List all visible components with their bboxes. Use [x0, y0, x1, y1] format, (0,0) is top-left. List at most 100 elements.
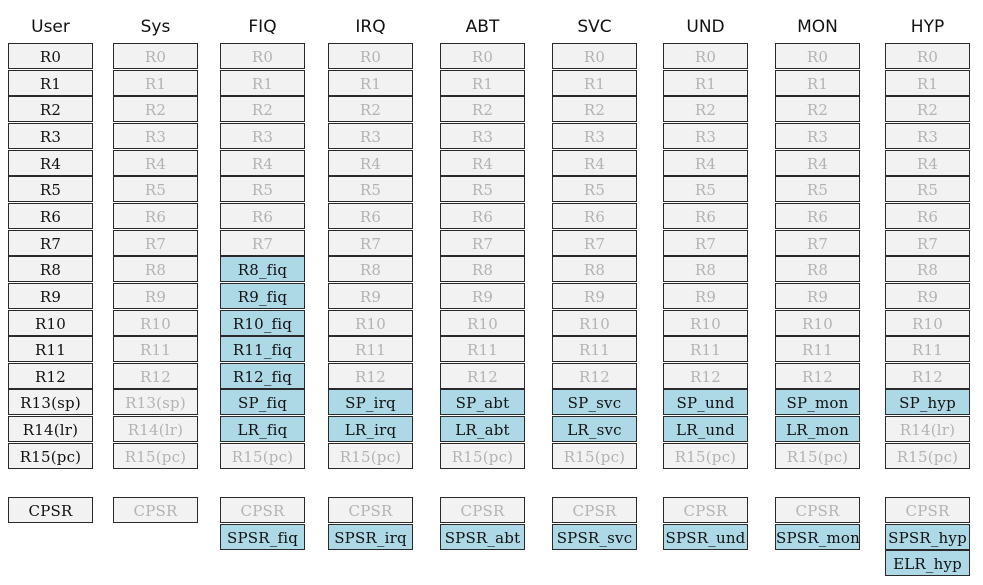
register-cell-sys-r15-pc: R15(pc): [113, 443, 198, 469]
register-cell-svc-r11: R11: [552, 336, 637, 362]
register-cell-und-lr-und: LR_und: [663, 416, 748, 442]
register-cell-sys-r3: R3: [113, 123, 198, 149]
register-cell-fiq-r2: R2: [220, 96, 305, 122]
register-cell-fiq-r15-pc: R15(pc): [220, 443, 305, 469]
register-cell-user-r11: R11: [8, 336, 93, 362]
register-cell-sys-r5: R5: [113, 176, 198, 202]
register-cell-irq-r4: R4: [328, 150, 413, 176]
register-cell-user-r9: R9: [8, 283, 93, 309]
register-cell-und-r1: R1: [663, 70, 748, 96]
register-cell-fiq-r12-fiq: R12_fiq: [220, 363, 305, 389]
register-cell-sys-r10: R10: [113, 310, 198, 336]
register-cell-sys-r11: R11: [113, 336, 198, 362]
register-cell-hyp-r8: R8: [885, 256, 970, 282]
register-cell-fiq-r6: R6: [220, 203, 305, 229]
register-cell-fiq-r1: R1: [220, 70, 305, 96]
status-cell-irq-cpsr: CPSR: [328, 497, 413, 523]
register-cell-irq-r2: R2: [328, 96, 413, 122]
register-cell-sys-r2: R2: [113, 96, 198, 122]
register-cell-mon-r7: R7: [775, 230, 860, 256]
register-cell-und-r11: R11: [663, 336, 748, 362]
register-cell-mon-r12: R12: [775, 363, 860, 389]
register-cell-und-r12: R12: [663, 363, 748, 389]
register-cell-irq-r1: R1: [328, 70, 413, 96]
status-cell-mon-spsr-mon: SPSR_mon: [775, 524, 860, 550]
status-cell-hyp-cpsr: CPSR: [885, 497, 970, 523]
register-cell-abt-r8: R8: [440, 256, 525, 282]
register-cell-irq-r8: R8: [328, 256, 413, 282]
register-cell-fiq-sp-fiq: SP_fiq: [220, 389, 305, 415]
register-cell-irq-r15-pc: R15(pc): [328, 443, 413, 469]
register-cell-mon-r15-pc: R15(pc): [775, 443, 860, 469]
register-cell-user-r4: R4: [8, 150, 93, 176]
status-cell-sys-cpsr: CPSR: [113, 497, 198, 523]
register-cell-abt-r1: R1: [440, 70, 525, 96]
register-cell-mon-r0: R0: [775, 43, 860, 69]
mode-title-irq: IRQ: [355, 17, 386, 37]
status-cell-mon-cpsr: CPSR: [775, 497, 860, 523]
mode-title-und: UND: [686, 17, 725, 37]
register-cell-fiq-r5: R5: [220, 176, 305, 202]
register-cell-fiq-r9-fiq: R9_fiq: [220, 283, 305, 309]
register-cell-und-r3: R3: [663, 123, 748, 149]
register-cell-fiq-r3: R3: [220, 123, 305, 149]
register-cell-mon-r11: R11: [775, 336, 860, 362]
register-cell-irq-r6: R6: [328, 203, 413, 229]
mode-title-svc: SVC: [577, 17, 612, 37]
status-cell-user-cpsr: CPSR: [8, 497, 93, 523]
register-cell-hyp-r0: R0: [885, 43, 970, 69]
register-cell-hyp-r2: R2: [885, 96, 970, 122]
register-cell-svc-r2: R2: [552, 96, 637, 122]
register-cell-irq-sp-irq: SP_irq: [328, 389, 413, 415]
mode-title-abt: ABT: [465, 17, 500, 37]
register-cell-und-r4: R4: [663, 150, 748, 176]
register-cell-irq-r7: R7: [328, 230, 413, 256]
register-cell-hyp-r5: R5: [885, 176, 970, 202]
register-cell-abt-r2: R2: [440, 96, 525, 122]
register-cell-svc-r6: R6: [552, 203, 637, 229]
register-cell-mon-lr-mon: LR_mon: [775, 416, 860, 442]
register-cell-svc-r1: R1: [552, 70, 637, 96]
register-cell-und-r8: R8: [663, 256, 748, 282]
register-cell-svc-r7: R7: [552, 230, 637, 256]
register-cell-user-r15-pc: R15(pc): [8, 443, 93, 469]
register-cell-user-r0: R0: [8, 43, 93, 69]
register-cell-irq-lr-irq: LR_irq: [328, 416, 413, 442]
register-cell-abt-r0: R0: [440, 43, 525, 69]
register-cell-hyp-r15-pc: R15(pc): [885, 443, 970, 469]
register-cell-hyp-r7: R7: [885, 230, 970, 256]
mode-title-hyp: HYP: [910, 17, 945, 37]
status-cell-abt-spsr-abt: SPSR_abt: [440, 524, 525, 550]
register-cell-sys-r14-lr: R14(lr): [113, 416, 198, 442]
register-cell-user-r8: R8: [8, 256, 93, 282]
register-cell-und-r9: R9: [663, 283, 748, 309]
register-cell-irq-r5: R5: [328, 176, 413, 202]
register-cell-user-r14-lr: R14(lr): [8, 416, 93, 442]
register-cell-mon-r5: R5: [775, 176, 860, 202]
status-cell-fiq-cpsr: CPSR: [220, 497, 305, 523]
register-cell-und-r7: R7: [663, 230, 748, 256]
register-cell-svc-sp-svc: SP_svc: [552, 389, 637, 415]
register-cell-sys-r0: R0: [113, 43, 198, 69]
register-cell-fiq-lr-fiq: LR_fiq: [220, 416, 305, 442]
mode-title-sys: Sys: [140, 17, 171, 37]
register-cell-user-r13-sp: R13(sp): [8, 389, 93, 415]
register-cell-abt-r7: R7: [440, 230, 525, 256]
register-cell-irq-r10: R10: [328, 310, 413, 336]
register-cell-abt-r6: R6: [440, 203, 525, 229]
register-cell-abt-sp-abt: SP_abt: [440, 389, 525, 415]
register-cell-user-r3: R3: [8, 123, 93, 149]
register-cell-sys-r6: R6: [113, 203, 198, 229]
status-cell-und-spsr-und: SPSR_und: [663, 524, 748, 550]
register-cell-hyp-r10: R10: [885, 310, 970, 336]
register-cell-abt-r15-pc: R15(pc): [440, 443, 525, 469]
register-cell-fiq-r0: R0: [220, 43, 305, 69]
register-cell-abt-r12: R12: [440, 363, 525, 389]
register-cell-sys-r7: R7: [113, 230, 198, 256]
register-cell-svc-r10: R10: [552, 310, 637, 336]
register-cell-mon-r9: R9: [775, 283, 860, 309]
register-cell-sys-r8: R8: [113, 256, 198, 282]
register-cell-hyp-r1: R1: [885, 70, 970, 96]
register-cell-user-r2: R2: [8, 96, 93, 122]
register-cell-fiq-r7: R7: [220, 230, 305, 256]
